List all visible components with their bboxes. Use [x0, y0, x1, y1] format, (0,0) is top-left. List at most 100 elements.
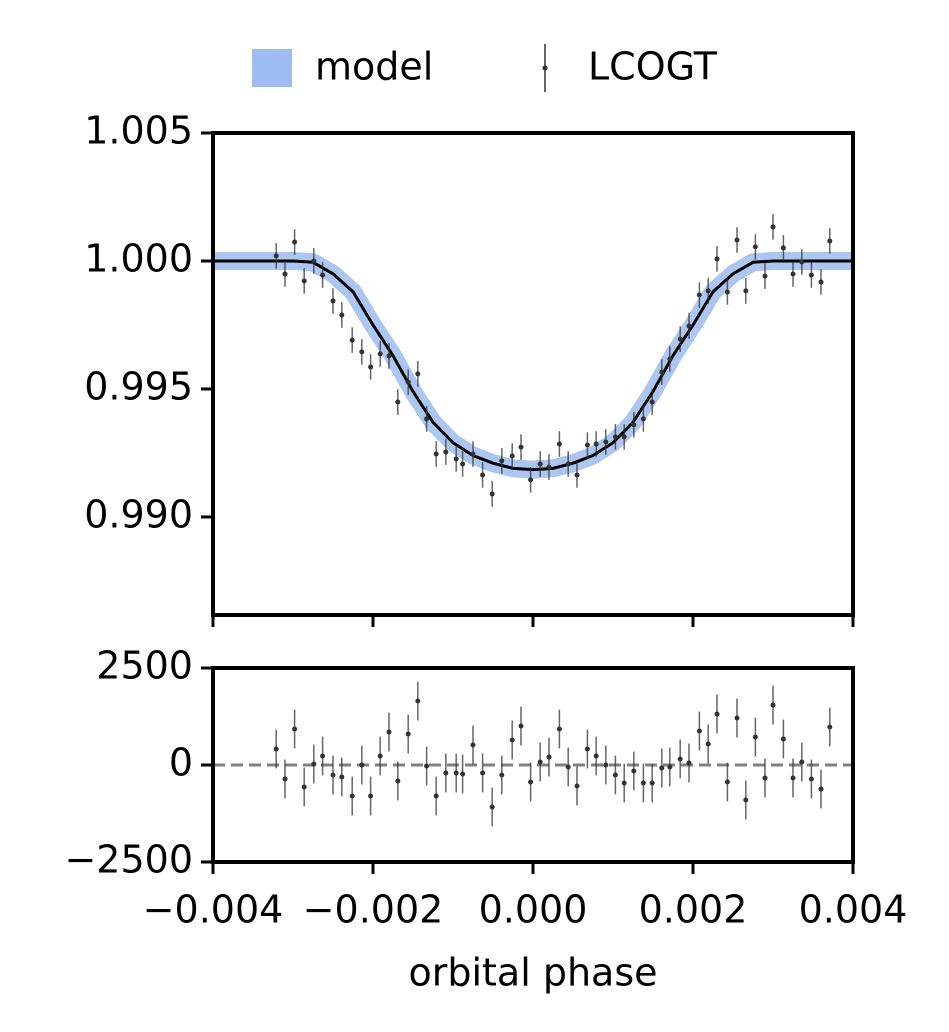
- data-point: [405, 379, 411, 385]
- data-point: [667, 356, 673, 362]
- data-point: [780, 736, 786, 742]
- data-point: [724, 289, 730, 295]
- data-point: [330, 298, 336, 304]
- data-point: [593, 753, 599, 759]
- x-tick-label: 0.002: [639, 888, 748, 932]
- data-point: [528, 477, 534, 483]
- data-point: [415, 371, 421, 377]
- data-point: [480, 472, 486, 478]
- data-point: [301, 784, 307, 790]
- model-band: [213, 251, 853, 479]
- data-point: [790, 271, 796, 277]
- data-point: [686, 323, 692, 329]
- data-point: [339, 774, 345, 780]
- data-point: [282, 271, 288, 277]
- data-point: [292, 239, 298, 245]
- data-point: [433, 451, 439, 457]
- y-tick-label: 2500: [96, 644, 193, 688]
- data-point: [395, 399, 401, 405]
- data-point: [359, 349, 365, 355]
- data-point: [424, 763, 430, 769]
- data-point: [621, 434, 627, 440]
- data-point: [282, 776, 288, 782]
- data-point: [714, 256, 720, 262]
- data-point: [349, 337, 355, 343]
- data-point: [405, 731, 411, 737]
- data-point: [565, 764, 571, 770]
- data-point: [696, 728, 702, 734]
- data-point: [359, 762, 365, 768]
- data-point: [640, 780, 646, 786]
- data-point: [470, 451, 476, 457]
- legend-swatch-model: [252, 49, 292, 87]
- data-point: [827, 238, 833, 244]
- data-point: [808, 272, 814, 278]
- data-point: [686, 760, 692, 766]
- data-point: [311, 761, 317, 767]
- x-tick-label: 0.004: [799, 888, 908, 932]
- data-point: [770, 224, 776, 230]
- data-point: [724, 779, 730, 785]
- data-point: [395, 778, 401, 784]
- data-point: [631, 422, 637, 428]
- data-point: [386, 353, 392, 359]
- data-point: [762, 775, 768, 781]
- y-tick-label: 1.005: [84, 109, 193, 153]
- data-point: [537, 759, 543, 765]
- data-point: [808, 776, 814, 782]
- data-point: [743, 797, 749, 803]
- data-point: [603, 762, 609, 768]
- data-point: [640, 416, 646, 422]
- x-tick-label: −0.002: [303, 888, 444, 932]
- y-tick-label: 0.995: [84, 364, 193, 408]
- data-point: [273, 746, 279, 752]
- data-point: [603, 439, 609, 445]
- data-point: [752, 244, 758, 250]
- data-point: [752, 734, 758, 740]
- data-point: [818, 786, 824, 792]
- data-point: [349, 793, 355, 799]
- data-point: [649, 399, 655, 405]
- data-point: [443, 770, 449, 776]
- data-point: [273, 253, 279, 259]
- data-point: [667, 764, 673, 770]
- data-point: [574, 472, 580, 478]
- y-tick-label: 0: [169, 741, 193, 785]
- data-point: [320, 272, 326, 278]
- y-tick-label: −2500: [64, 838, 193, 882]
- data-point: [301, 278, 307, 284]
- plot-frame: [211, 131, 855, 617]
- data-point: [386, 729, 392, 735]
- data-point: [799, 259, 805, 265]
- data-point: [743, 288, 749, 294]
- legend-label: LCOGT: [588, 45, 718, 89]
- data-point: [612, 434, 618, 440]
- data-point: [546, 754, 552, 760]
- data-point: [415, 698, 421, 704]
- data-point: [460, 461, 466, 467]
- data-point: [460, 771, 466, 777]
- model-line: [213, 259, 853, 472]
- data-point: [377, 753, 383, 759]
- data-point: [470, 742, 476, 748]
- data-point: [612, 772, 618, 778]
- data-point: [705, 741, 711, 747]
- x-tick-label: 0.000: [479, 888, 588, 932]
- data-point: [631, 768, 637, 774]
- data-point: [499, 772, 505, 778]
- data-point: [292, 726, 298, 732]
- data-point: [780, 245, 786, 251]
- data-point: [368, 793, 374, 799]
- data-point: [659, 369, 665, 375]
- data-point: [770, 702, 776, 708]
- data-point: [827, 724, 833, 730]
- data-point: [320, 753, 326, 759]
- data-point: [696, 292, 702, 298]
- data-point: [593, 441, 599, 447]
- data-point: [330, 772, 336, 778]
- y-tick-label: 1.000: [84, 236, 193, 280]
- data-point: [799, 759, 805, 765]
- y-tick-label: 0.990: [84, 492, 193, 536]
- data-point: [368, 364, 374, 370]
- data-point: [377, 351, 383, 357]
